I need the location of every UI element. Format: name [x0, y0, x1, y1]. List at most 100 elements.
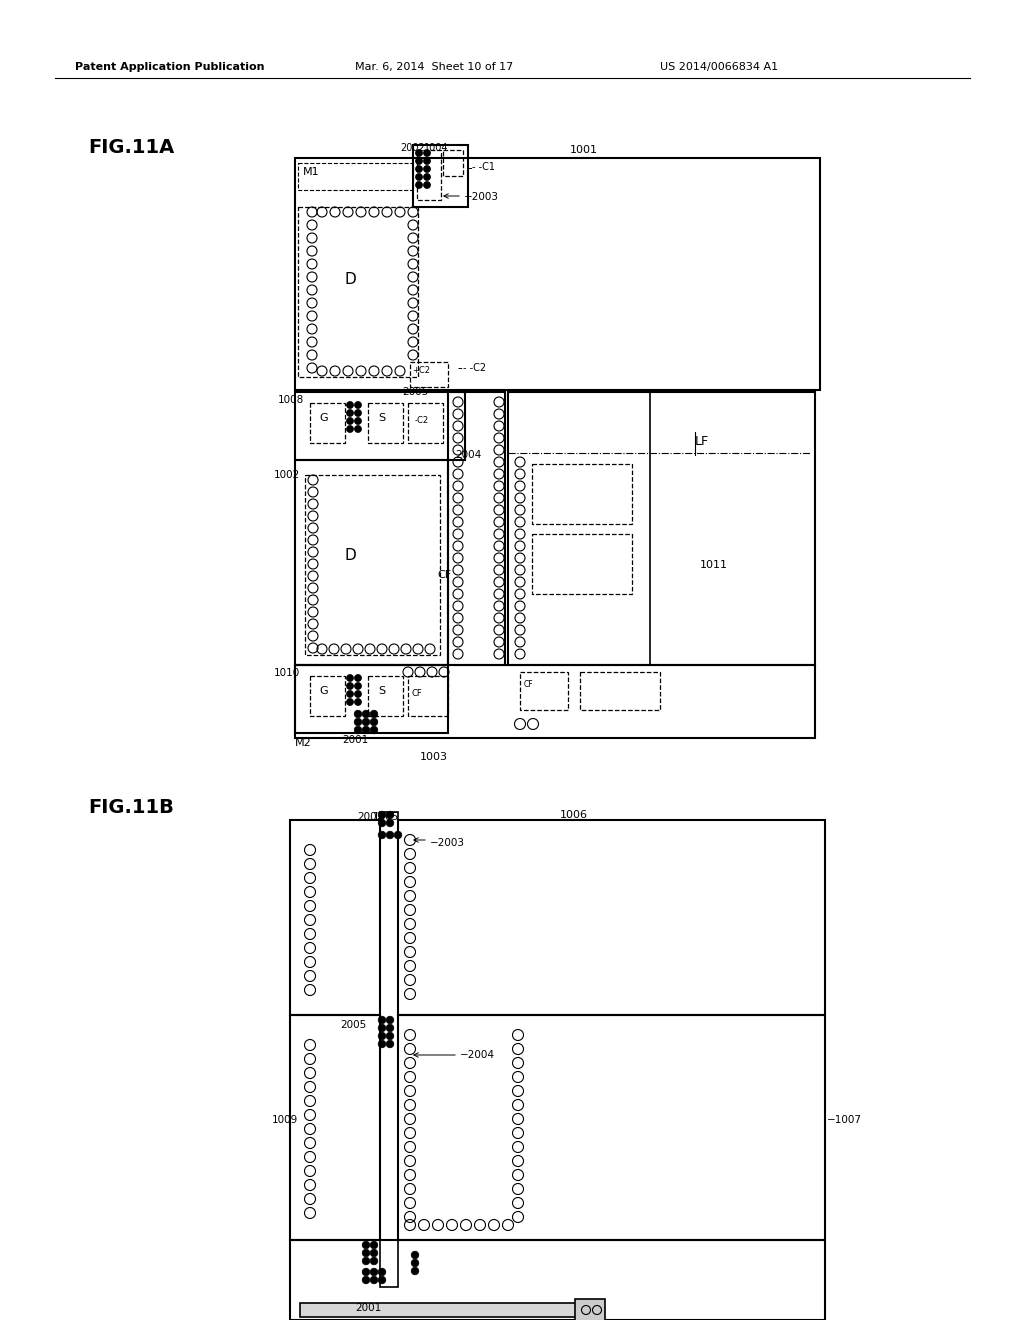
Circle shape: [424, 165, 430, 173]
Bar: [290, 820, 380, 1015]
Text: -C2: -C2: [415, 416, 429, 425]
Text: 1001: 1001: [570, 145, 598, 154]
Circle shape: [354, 682, 361, 689]
Circle shape: [378, 1032, 386, 1040]
Text: +C2: +C2: [412, 366, 430, 375]
Bar: [380, 812, 398, 1287]
Text: LF: LF: [695, 436, 710, 447]
Circle shape: [346, 417, 353, 425]
Circle shape: [346, 675, 353, 681]
Circle shape: [416, 157, 423, 165]
Text: Mar. 6, 2014  Sheet 10 of 17: Mar. 6, 2014 Sheet 10 of 17: [355, 62, 513, 73]
Text: S: S: [379, 686, 386, 696]
Text: 1011: 1011: [700, 560, 728, 570]
Text: S: S: [379, 413, 386, 422]
Circle shape: [362, 718, 370, 726]
Bar: [295, 392, 465, 459]
Circle shape: [386, 812, 394, 818]
Text: 1003: 1003: [420, 752, 449, 762]
Text: 2001: 2001: [355, 1303, 381, 1313]
Text: M2: M2: [295, 738, 311, 748]
Text: −2003: −2003: [464, 191, 499, 202]
Bar: [398, 820, 825, 1015]
Circle shape: [394, 832, 401, 838]
Circle shape: [386, 1016, 394, 1024]
Bar: [295, 459, 449, 665]
Circle shape: [386, 820, 394, 826]
Circle shape: [371, 1269, 378, 1276]
Circle shape: [386, 1040, 394, 1048]
Text: 1006: 1006: [560, 810, 588, 820]
Circle shape: [416, 149, 423, 157]
Circle shape: [378, 812, 386, 818]
Text: 2004: 2004: [455, 450, 481, 459]
Circle shape: [371, 726, 378, 734]
Circle shape: [362, 726, 370, 734]
Text: 2002: 2002: [357, 812, 383, 822]
Bar: [408, 676, 449, 715]
Text: M1: M1: [303, 168, 319, 177]
Circle shape: [346, 682, 353, 689]
Text: −2003: −2003: [430, 838, 465, 847]
Circle shape: [354, 690, 361, 697]
Bar: [295, 158, 820, 389]
Circle shape: [424, 157, 430, 165]
Bar: [290, 1239, 825, 1320]
Text: 1008: 1008: [278, 395, 304, 405]
Bar: [310, 676, 345, 715]
Text: - -C1: - -C1: [472, 162, 495, 172]
Circle shape: [354, 417, 361, 425]
Circle shape: [371, 1276, 378, 1284]
Bar: [410, 362, 449, 387]
Bar: [398, 1015, 825, 1239]
Text: 1005: 1005: [373, 812, 399, 822]
Circle shape: [354, 726, 361, 734]
Circle shape: [354, 409, 361, 417]
Circle shape: [354, 718, 361, 726]
Circle shape: [412, 1267, 419, 1275]
Circle shape: [416, 173, 423, 181]
Circle shape: [362, 1276, 370, 1284]
Circle shape: [362, 1249, 370, 1257]
Circle shape: [362, 1241, 370, 1249]
Text: - -C2: - -C2: [463, 363, 486, 374]
Text: −1007: −1007: [827, 1115, 862, 1125]
Bar: [310, 403, 345, 444]
Circle shape: [386, 1024, 394, 1032]
Circle shape: [378, 820, 386, 826]
Bar: [298, 207, 418, 378]
Bar: [295, 665, 815, 738]
Text: 1010: 1010: [274, 668, 300, 678]
Bar: [305, 475, 440, 655]
Bar: [650, 392, 815, 665]
Circle shape: [386, 1032, 394, 1040]
Bar: [508, 392, 815, 665]
Circle shape: [412, 1251, 419, 1259]
Circle shape: [346, 425, 353, 433]
Text: 1009: 1009: [272, 1115, 298, 1125]
Circle shape: [346, 698, 353, 705]
Circle shape: [354, 710, 361, 718]
Circle shape: [378, 1024, 386, 1032]
Circle shape: [424, 149, 430, 157]
Text: CF: CF: [524, 680, 534, 689]
Circle shape: [371, 1241, 378, 1249]
Circle shape: [354, 698, 361, 705]
Circle shape: [416, 181, 423, 189]
Circle shape: [424, 173, 430, 181]
Circle shape: [378, 1276, 386, 1284]
Text: −2004: −2004: [460, 1049, 495, 1060]
Text: 1004: 1004: [424, 143, 449, 153]
Circle shape: [354, 425, 361, 433]
Circle shape: [371, 1249, 378, 1257]
Bar: [449, 392, 505, 665]
Text: CF: CF: [412, 689, 423, 698]
Text: G: G: [319, 413, 329, 422]
Text: 2005: 2005: [402, 387, 428, 397]
Bar: [290, 1015, 380, 1239]
Text: 1002: 1002: [274, 470, 300, 480]
Circle shape: [354, 675, 361, 681]
Circle shape: [378, 1016, 386, 1024]
Bar: [368, 676, 403, 715]
Bar: [417, 150, 441, 201]
